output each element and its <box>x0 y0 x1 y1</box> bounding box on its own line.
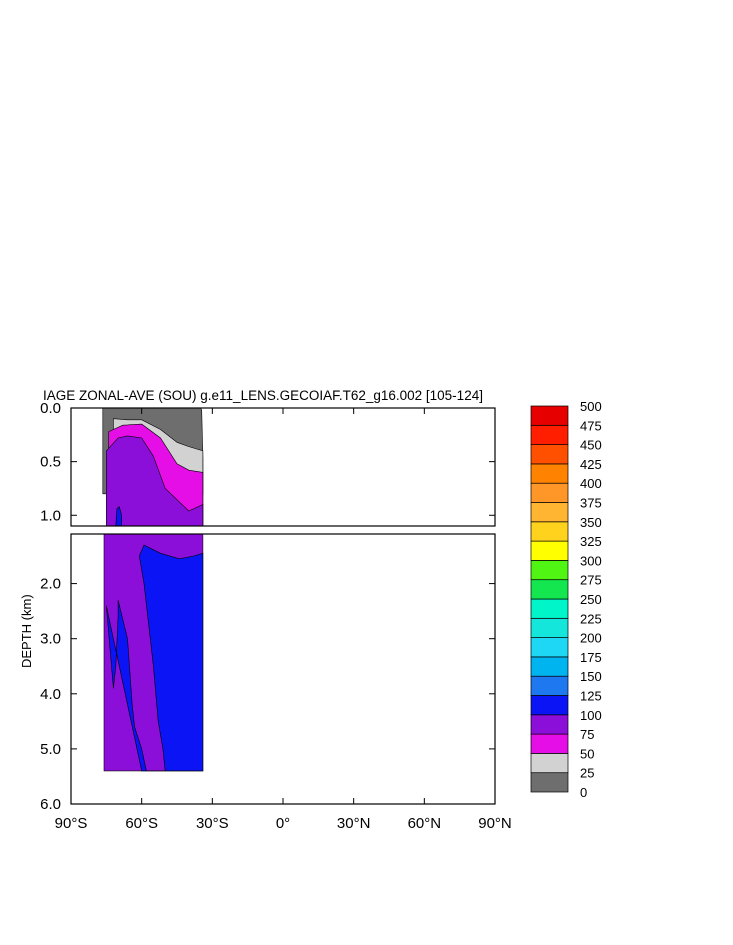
colorbar-swatch <box>530 772 569 793</box>
colorbar-label: 500 <box>580 399 602 414</box>
colorbar-swatch <box>530 695 569 716</box>
contour-band-75-100-upper <box>106 435 204 526</box>
y-axis-label: DEPTH (km) <box>19 594 34 668</box>
y-tick-label: 0.5 <box>40 454 61 471</box>
colorbar-swatch <box>530 521 569 542</box>
colorbar-swatch <box>530 598 569 619</box>
colorbar-label: 75 <box>580 727 594 742</box>
x-tick-label: 30°S <box>196 815 229 832</box>
colorbar-swatch <box>530 714 569 735</box>
colorbar-swatch <box>530 540 569 561</box>
colorbar-swatch <box>530 579 569 600</box>
colorbar-label: 225 <box>580 611 602 626</box>
lower-panel-contours <box>103 534 204 772</box>
colorbar-label: 325 <box>580 534 602 549</box>
colorbar-label: 150 <box>580 669 602 684</box>
colorbar-label: 250 <box>580 592 602 607</box>
axis-ticks: 90°S 60°S 30°S 0° 30°N 60°N 90°N 0.0 0.5 1.0 2.0 3.… <box>40 400 512 832</box>
y-tick-label: 6.0 <box>40 796 61 813</box>
chart-title: IAGE ZONAL-AVE (SOU) g.e11_LENS.GECOIAF.… <box>43 388 483 403</box>
colorbar-swatch <box>530 675 569 696</box>
colorbar-label: 275 <box>580 573 602 588</box>
y-tick-label: 2.0 <box>40 576 61 593</box>
colorbar-label: 350 <box>580 515 602 530</box>
colorbar-label: 300 <box>580 553 602 568</box>
contour-band-100-125-lower <box>106 544 204 772</box>
colorbar-label: 450 <box>580 438 602 453</box>
colorbar-swatch <box>530 463 569 484</box>
colorbar: 0 25 50 75 100 125 150 175 200 225 250 275 300 325 350… <box>530 399 602 800</box>
colorbar-swatch <box>530 444 569 465</box>
y-tick-label: 4.0 <box>40 686 61 703</box>
x-tick-label: 90°S <box>55 815 88 832</box>
colorbar-swatch <box>530 482 569 503</box>
x-tick-label: 30°N <box>337 815 371 832</box>
x-tick-label: 0° <box>276 815 290 832</box>
colorbar-label: 375 <box>580 496 602 511</box>
colorbar-swatch <box>530 753 569 774</box>
y-tick-label: 1.0 <box>40 507 61 524</box>
colorbar-swatch <box>530 502 569 523</box>
upper-panel-contours <box>102 408 204 526</box>
colorbar-swatch <box>530 424 569 445</box>
colorbar-swatch <box>530 617 569 638</box>
colorbar-label: 25 <box>580 766 594 781</box>
colorbar-label: 425 <box>580 457 602 472</box>
x-tick-label: 90°N <box>478 815 512 832</box>
colorbar-label: 200 <box>580 631 602 646</box>
colorbar-swatch <box>530 405 569 426</box>
colorbar-label: 175 <box>580 650 602 665</box>
colorbar-label: 125 <box>580 689 602 704</box>
colorbar-swatch <box>530 733 569 754</box>
x-tick-label: 60°N <box>408 815 442 832</box>
colorbar-swatch <box>530 637 569 658</box>
y-tick-label: 5.0 <box>40 741 61 758</box>
x-tick-label: 60°S <box>125 815 158 832</box>
y-tick-label: 3.0 <box>40 631 61 648</box>
colorbar-label: 400 <box>580 476 602 491</box>
colorbar-label: 50 <box>580 746 594 761</box>
colorbar-swatch <box>530 560 569 581</box>
y-tick-label: 0.0 <box>40 400 61 417</box>
colorbar-label: 475 <box>580 418 602 433</box>
colorbar-swatch <box>530 656 569 677</box>
contour-band-100-125-upper <box>115 506 122 526</box>
colorbar-label: 100 <box>580 708 602 723</box>
colorbar-label: 0 <box>580 785 587 800</box>
